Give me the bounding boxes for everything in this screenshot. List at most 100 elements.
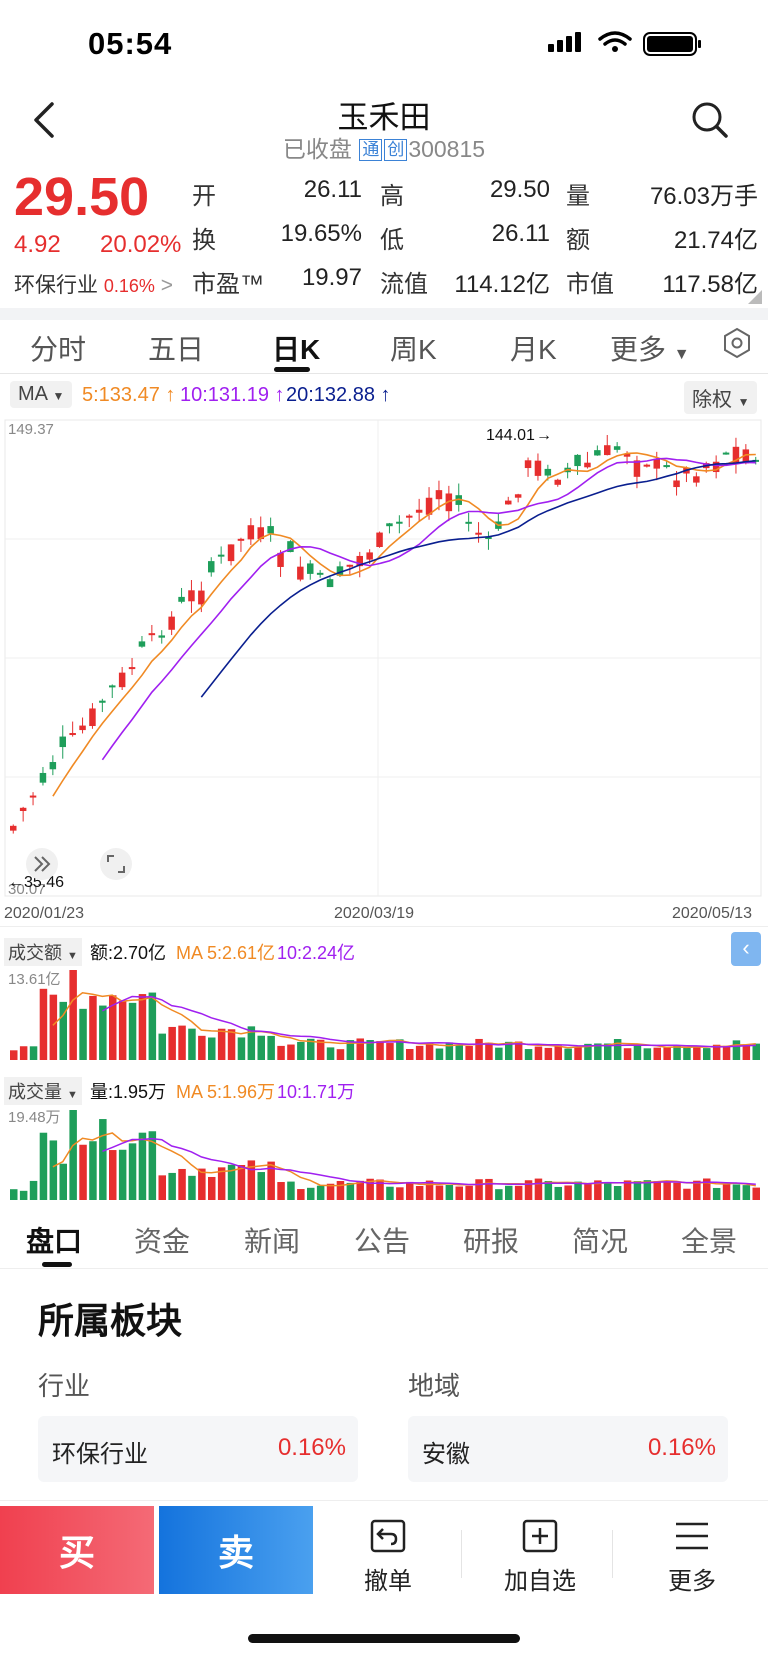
amount-panel-selector[interactable]: 成交额 ▼ — [4, 938, 82, 966]
amount-panel-ma5: MA 5:2.61亿 — [176, 943, 276, 963]
buy-button[interactable]: 买 — [0, 1506, 154, 1594]
volume-bar — [208, 1037, 216, 1060]
volume-bars — [10, 1110, 760, 1200]
ma-selector[interactable]: MA ▼ — [10, 381, 73, 408]
volume-bar — [267, 1035, 275, 1060]
candle-body — [257, 527, 264, 540]
volume-bar — [326, 1183, 335, 1200]
volume-bar — [623, 1180, 632, 1200]
tab-announcements[interactable]: 公告 — [354, 1226, 411, 1257]
volume-bar — [346, 1182, 355, 1200]
volume-bar — [544, 1180, 553, 1200]
add-watchlist-label: 加自选 — [504, 1568, 576, 1595]
candle-body — [79, 725, 86, 731]
volume-bar — [356, 1038, 364, 1060]
candlestick-series — [10, 434, 759, 834]
low-arrow-icon: ← — [8, 874, 24, 891]
volume-bar — [564, 1185, 572, 1200]
settings-hex-icon[interactable] — [720, 326, 754, 360]
tab-monthly-k[interactable]: 月K — [510, 334, 557, 365]
date-start: 2020/01/23 — [4, 905, 84, 922]
candle-body — [653, 458, 660, 469]
candle-body — [554, 479, 561, 485]
more-label: 更多 — [668, 1568, 716, 1595]
volume-bar — [633, 1045, 642, 1060]
add-watchlist-button[interactable]: 加自选 — [488, 1518, 592, 1596]
mkt-cap-value: 117.58亿 — [662, 271, 758, 298]
volume-bar — [673, 1182, 681, 1200]
volume-bar — [386, 1186, 394, 1200]
collapse-panel-button[interactable]: ‹ — [731, 932, 761, 966]
stock-code: 300815 — [408, 136, 486, 162]
volume-bar — [29, 1046, 38, 1060]
volume-bar — [604, 1043, 612, 1060]
tab-research[interactable]: 研报 — [463, 1226, 520, 1257]
adjust-selector[interactable]: 除权 ▼ — [684, 381, 758, 414]
candle-body — [544, 468, 552, 476]
industry-name: 环保行业 — [52, 1441, 148, 1468]
volume-bar — [138, 994, 147, 1060]
sell-button[interactable]: 卖 — [159, 1506, 313, 1594]
tab-profile[interactable]: 简况 — [572, 1226, 629, 1257]
candle-body — [396, 521, 403, 524]
tab-funds[interactable]: 资金 — [134, 1226, 191, 1257]
pe-value: 19.97 — [301, 264, 362, 291]
more-button[interactable]: 更多 — [640, 1518, 744, 1596]
sector-name: 环保行业 — [14, 274, 98, 297]
volume-bar — [722, 1184, 731, 1200]
tab-orderbook[interactable]: 盘口 — [26, 1226, 83, 1257]
candle-body — [188, 590, 195, 602]
candle-body — [99, 700, 106, 703]
volume-bar — [475, 1179, 483, 1200]
candle-body — [663, 465, 670, 468]
candle-body — [208, 561, 215, 573]
candle-body — [386, 523, 393, 527]
tab-weekly-k[interactable]: 周K — [390, 334, 437, 365]
volume-bar — [386, 1043, 394, 1060]
region-card[interactable]: 安徽 0.16% — [408, 1416, 728, 1482]
tab-intraday[interactable]: 分时 — [30, 334, 87, 365]
volume-bar — [346, 1040, 355, 1060]
volume-bar — [59, 1163, 67, 1200]
sector-link[interactable]: 环保行业 0.16% > — [14, 269, 173, 299]
ma-label: MA — [18, 383, 47, 405]
back-icon[interactable] — [30, 100, 60, 140]
tab-five-day[interactable]: 五日 — [148, 334, 205, 365]
region-pct: 0.16% — [647, 1434, 716, 1461]
sector-section-title: 所属板块 — [38, 1300, 183, 1341]
tab-more[interactable]: 更多 ▼ — [610, 328, 690, 368]
tab-overview[interactable]: 全景 — [681, 1226, 738, 1257]
volume-bar — [564, 1048, 572, 1060]
wifi-icon — [598, 31, 632, 46]
kline-chart[interactable]: 149.37 30.07 144.01 → ← 35.46 2020/01/23… — [0, 416, 768, 1116]
candle-body — [425, 497, 433, 515]
volume-panel-selector[interactable]: 成交量 ▼ — [4, 1077, 82, 1105]
tab-daily-k[interactable]: 日K — [272, 334, 321, 365]
volume-bar — [59, 1001, 67, 1060]
tab-news[interactable]: 新闻 — [244, 1226, 301, 1257]
volume-bar — [752, 1187, 760, 1200]
candle-body — [307, 563, 314, 574]
candle-body — [336, 566, 344, 576]
change-amount: 4.92 — [14, 231, 61, 258]
volume-bar — [287, 1044, 295, 1060]
mkt-cap-label: 市值 — [566, 271, 614, 298]
status-icons — [548, 31, 701, 56]
volume-bar — [287, 1181, 295, 1200]
ma10-line — [101, 457, 756, 761]
industry-card[interactable]: 环保行业 0.16% — [38, 1416, 358, 1482]
volume-bar — [425, 1180, 434, 1200]
volume-bar — [188, 1175, 196, 1200]
amount-panel-max: 13.61亿 — [8, 971, 61, 988]
chevron-left-icon: ‹ — [742, 935, 750, 960]
last-price: 29.50 — [14, 167, 150, 227]
search-icon[interactable] — [690, 100, 730, 140]
peak-label: 144.01 — [486, 427, 535, 444]
cancel-order-button[interactable]: 撤单 — [340, 1518, 436, 1596]
candle-body — [435, 490, 443, 500]
candle-body — [623, 453, 631, 457]
volume-bar — [544, 1047, 553, 1060]
candle-body — [128, 667, 136, 670]
volume-bar — [742, 1044, 751, 1060]
volume-bar — [178, 1168, 186, 1200]
